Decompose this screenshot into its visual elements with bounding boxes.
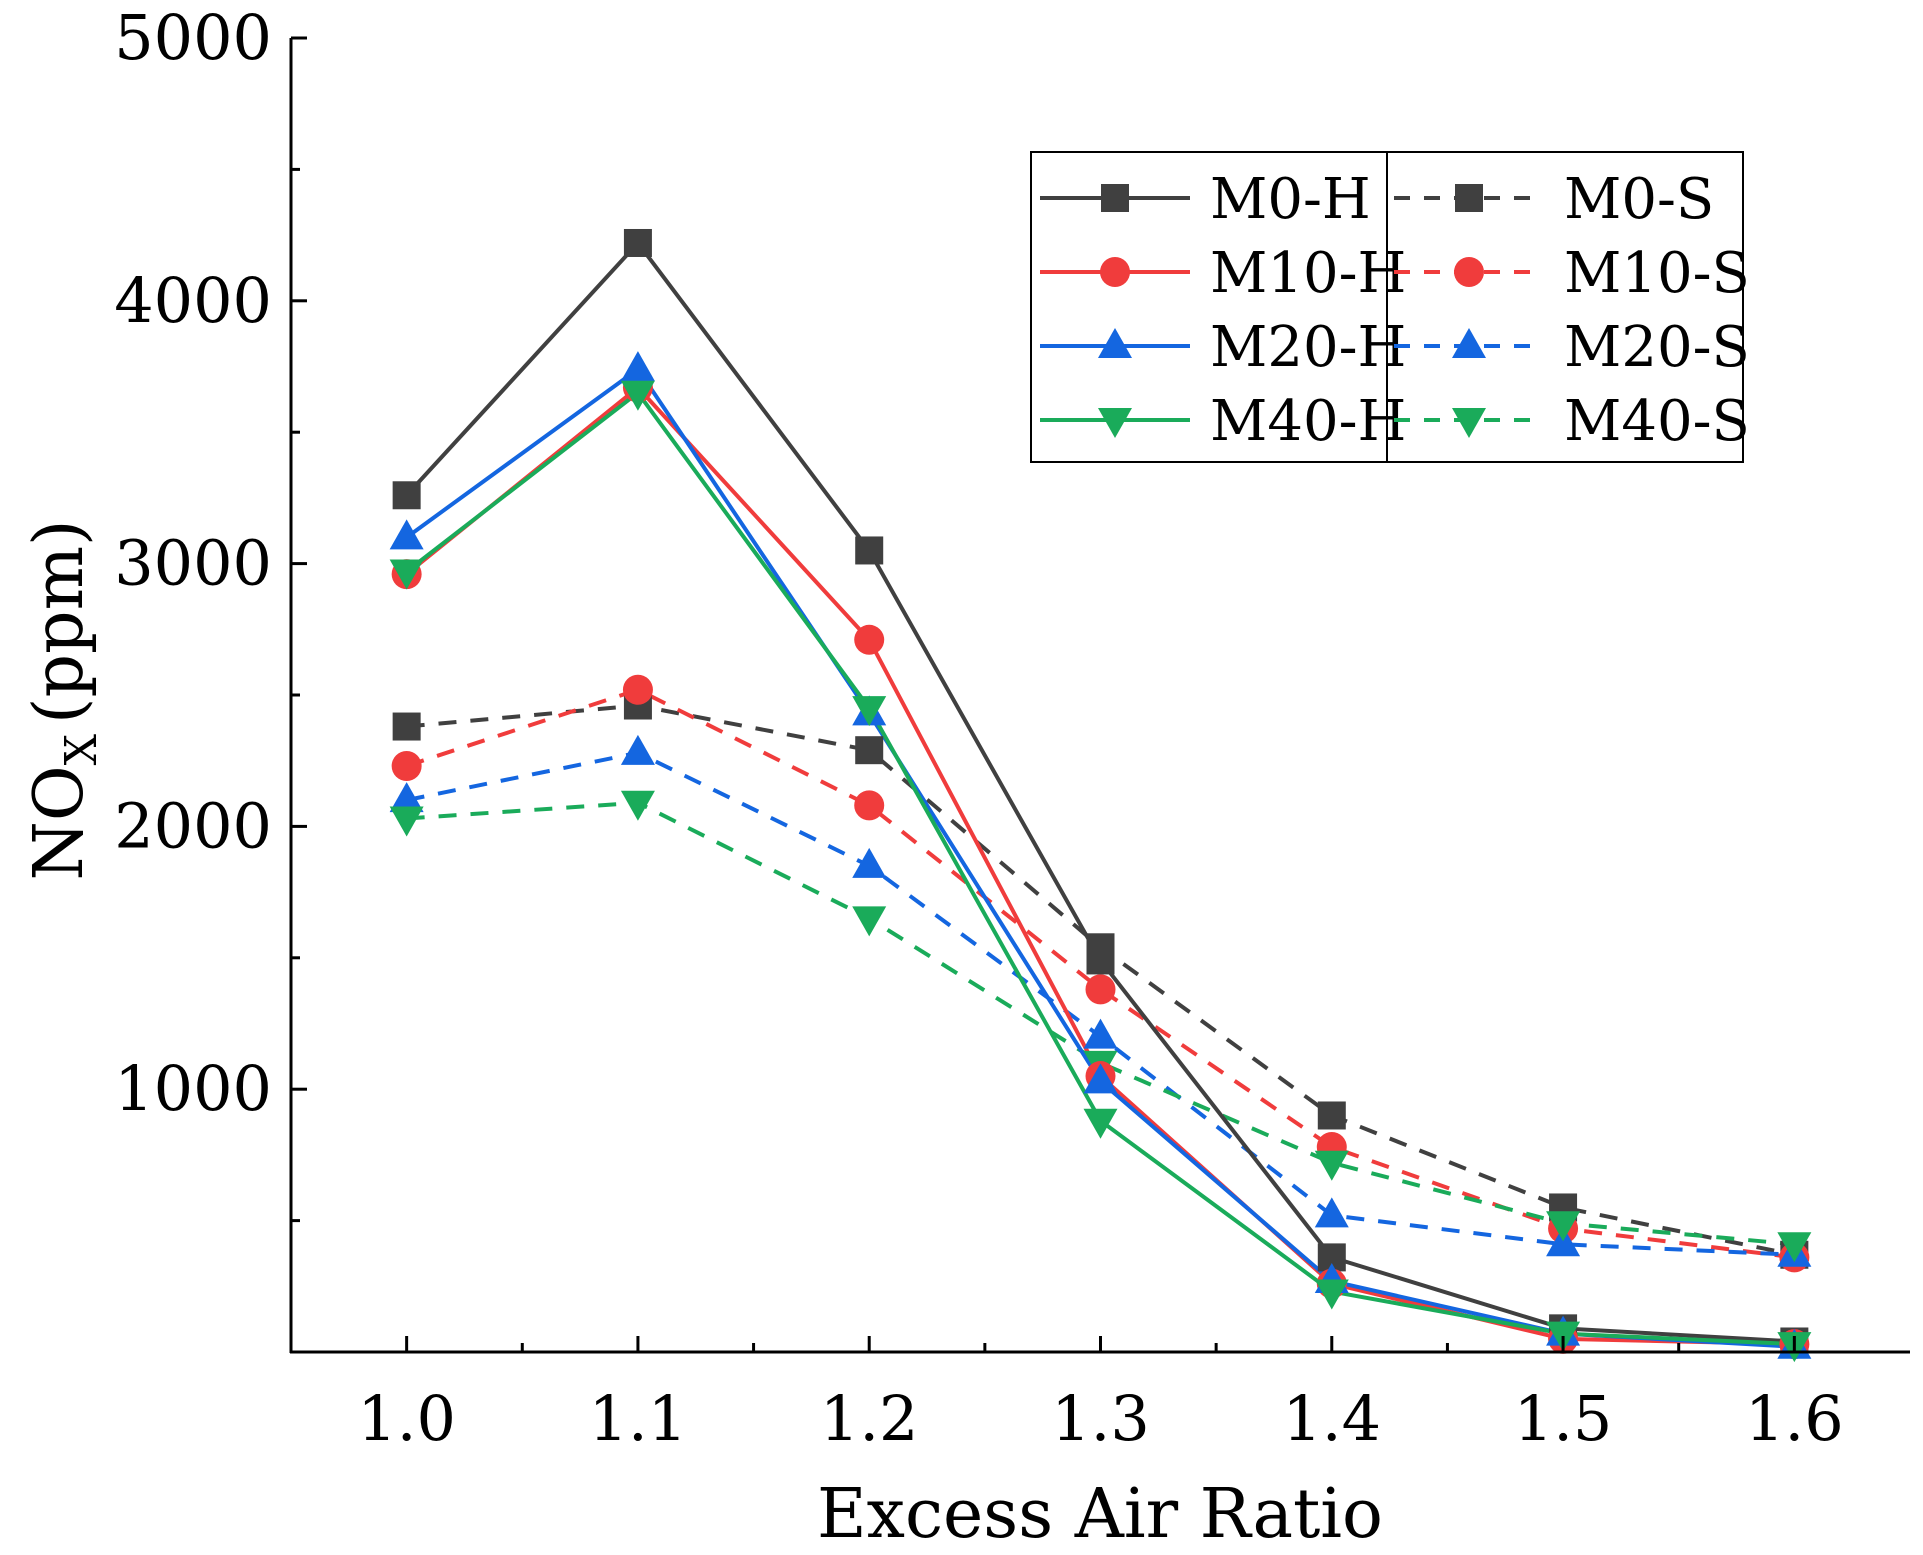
- data-point-m20-s: [1314, 1197, 1349, 1228]
- legend-label-m10-s: M10-S: [1564, 241, 1750, 306]
- data-point-m10-h: [854, 624, 885, 655]
- data-point-m40-s: [852, 906, 887, 937]
- series-line-m40-h: [405, 390, 1795, 1347]
- data-point-m20-h: [389, 519, 424, 550]
- data-point-m0-h: [855, 536, 884, 565]
- legend-label-m40-s: M40-S: [1564, 389, 1750, 454]
- y-tick-label: 5000: [114, 1, 272, 74]
- data-point-m40-s: [1314, 1150, 1349, 1181]
- data-point-m40-h: [1314, 1279, 1349, 1310]
- legend-marker-m40-s: [1452, 408, 1486, 438]
- legend-label-m40-h: M40-H: [1210, 389, 1406, 454]
- legend-marker-m20-h: [1098, 328, 1132, 358]
- x-tick-label: 1.6: [1745, 1382, 1844, 1455]
- data-point-m0-s: [855, 736, 884, 765]
- data-point-m0-h: [392, 481, 421, 510]
- data-point-m20-h: [1083, 1063, 1118, 1094]
- data-point-m40-h: [389, 559, 424, 590]
- data-point-m40-h: [620, 380, 655, 411]
- data-point-m0-s: [1317, 1101, 1346, 1130]
- y-tick-label: 3000: [114, 527, 272, 600]
- series-line-m10-h: [405, 385, 1795, 1347]
- x-tick-label: 1.1: [589, 1382, 688, 1455]
- legend-label-m0-h: M0-H: [1210, 167, 1371, 232]
- x-tick-label: 1.3: [1051, 1382, 1150, 1455]
- data-point-m0-h: [623, 228, 652, 257]
- legend-label-m10-h: M10-H: [1210, 241, 1406, 306]
- data-point-m40-s: [389, 806, 424, 837]
- legend-marker-m10-h: [1100, 257, 1130, 287]
- x-tick-label: 1.0: [357, 1382, 456, 1455]
- legend-marker-m0-h: [1101, 184, 1129, 212]
- x-tick-label: 1.4: [1282, 1382, 1381, 1455]
- data-point-m0-s: [392, 712, 421, 741]
- x-tick-label: 1.5: [1514, 1382, 1613, 1455]
- legend-label-m20-h: M20-H: [1210, 315, 1406, 380]
- data-point-m10-s: [391, 750, 422, 781]
- legend-marker-m40-h: [1098, 408, 1132, 438]
- data-point-m20-s: [1083, 1018, 1118, 1049]
- legend-marker-m20-s: [1452, 328, 1486, 358]
- data-point-m0-h: [1086, 946, 1115, 975]
- y-axis-title-units: (ppm): [20, 519, 99, 724]
- data-point-m10-s: [854, 790, 885, 821]
- legend-label-m20-s: M20-S: [1564, 315, 1750, 380]
- x-ticks: 1.0 1.1 1.2 1.3 1.4 1.5 1.6: [357, 1336, 1844, 1455]
- data-point-m40-s: [1546, 1211, 1581, 1242]
- data-point-m20-h: [620, 351, 655, 382]
- y-tick-label: 2000: [114, 789, 272, 862]
- legend-label-m0-s: M0-S: [1564, 167, 1714, 232]
- y-tick-label: 1000: [114, 1052, 272, 1125]
- legend: M0-H M10-H M20-H M40-H M0-S M10-S M20-S M40-S: [1030, 151, 1750, 463]
- data-point-m20-s: [620, 734, 655, 765]
- data-point-m40-h: [852, 696, 887, 727]
- plot-markers: [389, 228, 1812, 1363]
- data-point-m40-s: [620, 790, 655, 821]
- data-point-m10-s: [1085, 974, 1116, 1005]
- y-axis-title-subscript: X: [56, 733, 107, 765]
- data-point-m20-s: [852, 847, 887, 878]
- data-point-m40-h: [1083, 1108, 1118, 1139]
- y-axis-title: NOX (ppm): [20, 519, 107, 880]
- data-point-m10-s: [622, 674, 653, 705]
- data-point-m20-s: [389, 782, 424, 813]
- x-tick-label: 1.2: [820, 1382, 919, 1455]
- legend-marker-m10-s: [1454, 257, 1484, 287]
- data-point-m40-s: [1777, 1232, 1812, 1263]
- legend-marker-m0-s: [1455, 184, 1483, 212]
- y-axis-title-main: NO: [20, 765, 99, 880]
- series-line-m20-h: [405, 367, 1795, 1349]
- y-ticks: 1000 2000 3000 4000 5000: [114, 1, 307, 1223]
- y-tick-label: 4000: [114, 264, 272, 337]
- data-point-m20-s: [1546, 1226, 1581, 1257]
- x-axis-title: Excess Air Ratio: [817, 1475, 1383, 1554]
